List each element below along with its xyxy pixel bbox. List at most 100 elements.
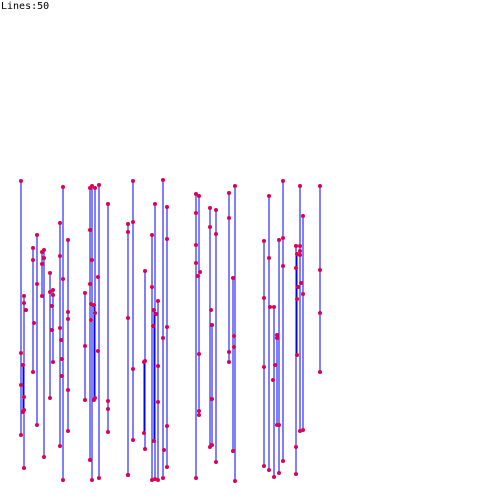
node-point[interactable] (92, 398, 96, 402)
node-point[interactable] (35, 282, 39, 286)
node-point[interactable] (42, 455, 46, 459)
node-point[interactable] (48, 271, 52, 275)
node-point[interactable] (161, 476, 165, 480)
node-point[interactable] (277, 423, 281, 427)
node-point[interactable] (131, 179, 135, 183)
node-point[interactable] (299, 281, 303, 285)
node-point[interactable] (262, 365, 266, 369)
node-point[interactable] (143, 447, 147, 451)
node-point[interactable] (153, 202, 157, 206)
node-point[interactable] (90, 258, 94, 262)
node-point[interactable] (295, 297, 299, 301)
node-point[interactable] (93, 186, 97, 190)
node-point[interactable] (298, 244, 302, 248)
node-point[interactable] (210, 323, 214, 327)
node-point[interactable] (89, 318, 93, 322)
node-point[interactable] (197, 352, 201, 356)
node-point[interactable] (40, 262, 44, 266)
node-point[interactable] (281, 236, 285, 240)
node-point[interactable] (106, 430, 110, 434)
node-point[interactable] (48, 290, 52, 294)
node-point[interactable] (294, 445, 298, 449)
node-point[interactable] (66, 317, 70, 321)
node-point[interactable] (301, 214, 305, 218)
node-point[interactable] (194, 261, 198, 265)
node-point[interactable] (162, 448, 166, 452)
node-point[interactable] (232, 345, 236, 349)
node-point[interactable] (262, 239, 266, 243)
node-point[interactable] (275, 336, 279, 340)
node-point[interactable] (194, 211, 198, 215)
node-point[interactable] (126, 222, 130, 226)
node-point[interactable] (262, 296, 266, 300)
node-point[interactable] (22, 466, 26, 470)
node-point[interactable] (40, 294, 44, 298)
node-point[interactable] (161, 336, 165, 340)
node-point[interactable] (198, 270, 202, 274)
node-point[interactable] (58, 221, 62, 225)
node-point[interactable] (197, 194, 201, 198)
node-point[interactable] (42, 248, 46, 252)
node-point[interactable] (197, 409, 201, 413)
node-point[interactable] (301, 292, 305, 296)
node-point[interactable] (60, 357, 64, 361)
node-point[interactable] (233, 184, 237, 188)
node-point[interactable] (165, 325, 169, 329)
node-point[interactable] (32, 321, 36, 325)
node-point[interactable] (277, 471, 281, 475)
node-point[interactable] (21, 363, 25, 367)
node-point[interactable] (126, 230, 130, 234)
node-point[interactable] (268, 305, 272, 309)
node-point[interactable] (194, 476, 198, 480)
node-point[interactable] (194, 243, 198, 247)
node-point[interactable] (48, 396, 52, 400)
node-point[interactable] (31, 246, 35, 250)
node-point[interactable] (143, 269, 147, 273)
node-point[interactable] (50, 328, 54, 332)
node-point[interactable] (51, 360, 55, 364)
node-point[interactable] (227, 216, 231, 220)
node-point[interactable] (301, 428, 305, 432)
node-point[interactable] (165, 205, 169, 209)
node-point[interactable] (97, 476, 101, 480)
node-point[interactable] (156, 299, 160, 303)
node-point[interactable] (50, 304, 54, 308)
node-point[interactable] (318, 370, 322, 374)
node-point[interactable] (22, 294, 26, 298)
node-point[interactable] (88, 228, 92, 232)
node-point[interactable] (210, 397, 214, 401)
node-point[interactable] (19, 179, 23, 183)
node-point[interactable] (106, 399, 110, 403)
node-point[interactable] (165, 237, 169, 241)
node-point[interactable] (271, 378, 275, 382)
node-point[interactable] (298, 249, 302, 253)
node-point[interactable] (35, 423, 39, 427)
node-point[interactable] (152, 439, 156, 443)
node-point[interactable] (318, 184, 322, 188)
node-point[interactable] (19, 433, 23, 437)
node-point[interactable] (196, 274, 200, 278)
node-point[interactable] (210, 443, 214, 447)
node-point[interactable] (61, 277, 65, 281)
node-point[interactable] (61, 478, 65, 482)
node-point[interactable] (156, 478, 160, 482)
node-point[interactable] (96, 275, 100, 279)
node-point[interactable] (24, 308, 28, 312)
node-point[interactable] (227, 360, 231, 364)
node-point[interactable] (262, 464, 266, 468)
node-point[interactable] (106, 407, 110, 411)
node-point[interactable] (156, 400, 160, 404)
node-point[interactable] (267, 194, 271, 198)
node-point[interactable] (232, 334, 236, 338)
node-point[interactable] (83, 344, 87, 348)
node-point[interactable] (66, 388, 70, 392)
node-point[interactable] (281, 264, 285, 268)
node-point[interactable] (89, 302, 93, 306)
node-point[interactable] (277, 238, 281, 242)
node-point[interactable] (61, 185, 65, 189)
node-point[interactable] (318, 311, 322, 315)
node-point[interactable] (51, 293, 55, 297)
node-point[interactable] (66, 238, 70, 242)
node-point[interactable] (298, 253, 302, 257)
